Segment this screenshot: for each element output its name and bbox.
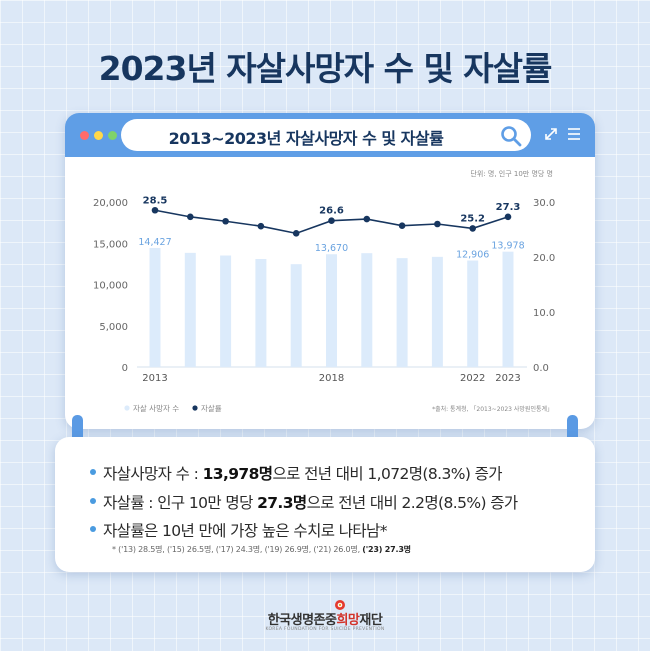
bar-deaths [149,247,161,367]
line-point [398,222,406,229]
line-point [328,217,335,224]
y-left-tick-label: 10,000 [93,281,128,292]
bar-value-label: 12,906 [456,250,489,261]
logo-subtitle: KOREA FOUNDATION FOR SUICIDE PREVENTION [265,627,385,632]
search-icon[interactable] [499,124,523,148]
flame-icon [335,600,345,610]
source-note: *출처: 통계청, 「2013~2023 사망원인통계」 [432,405,553,413]
summary-line-deaths: 자살사망자 수 : 13,978명으로 전년 대비 1,072명(8.3%) 증… [90,462,503,484]
line-point [434,220,441,228]
summary-footnote: * ('13) 28.5명, ('15) 26.5명, ('17) 24.3명,… [112,545,411,554]
summary-line-highest: 자살률은 10년 만에 가장 높은 수치로 나타남* [90,519,387,541]
unit-note: 단위: 명, 인구 10만 명당 명 [470,169,553,178]
bar-deaths [184,252,196,367]
line-point [257,222,265,230]
legend-label-line: 자살률 [201,404,222,413]
bar-deaths [361,253,373,367]
y-left-tick-label: 15,000 [93,239,128,250]
legend-label-bar: 자살 사망자 수 [133,403,179,413]
summary-card: 자살사망자 수 : 13,978명으로 전년 대비 1,072명(8.3%) 증… [55,437,595,572]
bar-deaths [326,254,337,367]
line-point [469,225,477,232]
bar-value-label: 13,670 [315,243,348,254]
bar-deaths [396,258,408,367]
line-point [151,206,159,214]
line-value-label: 27.3 [496,202,521,213]
x-tick-label: 2018 [319,373,344,384]
y-right-tick-label: 20.0 [533,253,555,264]
y-right-tick-label: 10.0 [533,308,555,319]
bar-deaths [467,260,479,367]
line-point [363,215,371,223]
bar-deaths [255,258,267,367]
line-value-label: 28.5 [143,195,168,206]
line-point [504,213,512,221]
bar-deaths [502,251,514,367]
window-header: 2013~2023년 자살사망자 수 및 자살률 [65,113,595,157]
legend-swatch-bar [124,405,130,411]
search-text: 2013~2023년 자살사망자 수 및 자살률 [168,129,444,148]
foundation-logo: 한국생명존중희망재단 KOREA FOUNDATION FOR SUICIDE … [240,597,410,637]
y-right-tick-label: 0.0 [533,363,549,374]
line-point [187,213,194,221]
summary-line-rate: 자살률 : 인구 10만 명당 27.3명으로 전년 대비 2.2명(8.5%)… [90,491,518,513]
line-point [292,230,300,237]
line-point [222,217,229,225]
x-tick-label: 2013 [142,373,167,384]
combo-chart: 단위: 명, 인구 10만 명당 명 0 5,000 10,000 15,000 20,0… [93,169,555,413]
line-value-label: 26.6 [319,206,344,217]
binder-ring-left [72,415,83,451]
y-left-tick-label: 20,000 [93,198,128,209]
window-minimize-dot[interactable] [94,131,103,140]
line-value-label: 25.2 [460,213,485,224]
y-left-tick-label: 5,000 [99,322,128,333]
menu-icon[interactable] [567,127,581,141]
window-close-dot[interactable] [80,131,89,140]
y-left-tick-label: 0 [122,363,128,374]
window-maximize-dot[interactable] [108,131,117,140]
search-bar[interactable]: 2013~2023년 자살사망자 수 및 자살률 [121,119,531,151]
bar-value-label: 14,427 [138,237,171,248]
bar-deaths [431,256,443,367]
bar-deaths [220,255,232,367]
logo-name: 한국생명존중희망재단 [267,613,383,628]
bar-deaths [290,264,302,367]
chart-window: 2013~2023년 자살사망자 수 및 자살률 단위: 명, 인구 10만 명… [65,113,595,429]
x-tick-label: 2022 [460,373,485,384]
binder-ring-right [567,415,578,451]
expand-icon[interactable] [543,126,559,142]
bar-value-label: 13,978 [491,241,524,252]
page-title: 2023년 자살사망자 수 및 자살률 [98,49,553,88]
x-tick-label: 2023 [495,373,520,384]
legend-swatch-line [192,405,198,411]
y-right-tick-label: 30.0 [533,198,555,209]
